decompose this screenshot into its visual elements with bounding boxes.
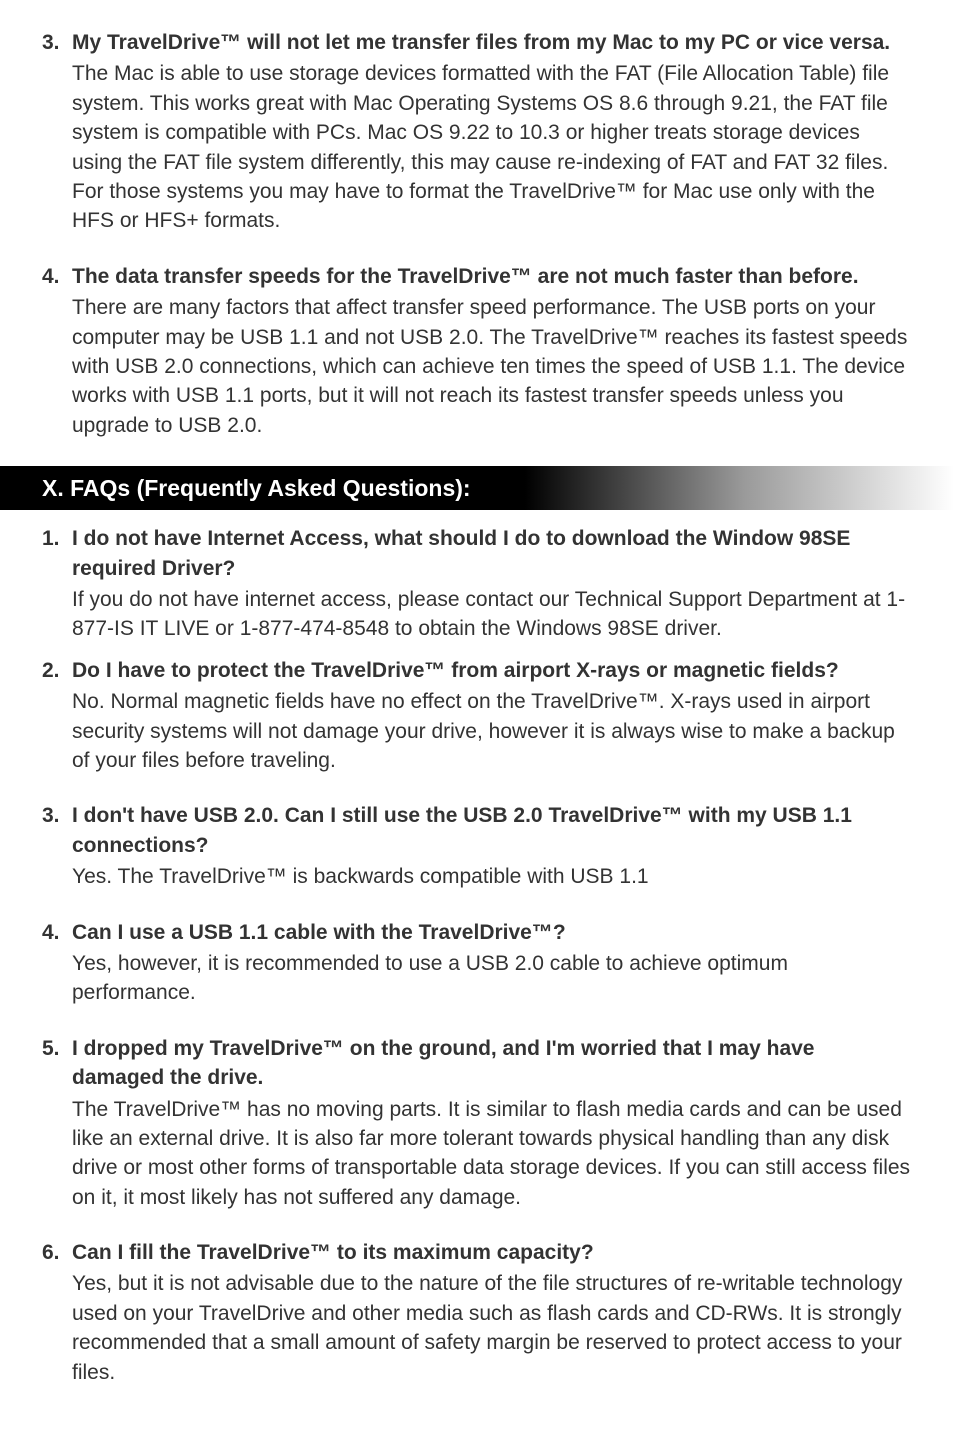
item-body: Yes. The TravelDrive™ is backwards compa… <box>72 862 912 891</box>
faq-item-1: 1. I do not have Internet Access, what s… <box>42 524 912 644</box>
item-body: The TravelDrive™ has no moving parts. It… <box>72 1095 912 1213</box>
item-title: My TravelDrive™ will not let me transfer… <box>72 28 890 57</box>
item-body: Yes, but it is not advisable due to the … <box>72 1269 912 1387</box>
item-body: The Mac is able to use storage devices f… <box>72 59 912 235</box>
item-number: 3. <box>42 801 72 830</box>
faq-item-6: 6. Can I fill the TravelDrive™ to its ma… <box>42 1238 912 1387</box>
item-title: The data transfer speeds for the TravelD… <box>72 262 859 291</box>
item-title: Can I use a USB 1.1 cable with the Trave… <box>72 918 566 947</box>
item-header: 1. I do not have Internet Access, what s… <box>42 524 912 583</box>
item-number: 6. <box>42 1238 72 1267</box>
item-number: 3. <box>42 28 72 57</box>
faq-item-5: 5. I dropped my TravelDrive™ on the grou… <box>42 1034 912 1212</box>
item-number: 5. <box>42 1034 72 1063</box>
item-header: 6. Can I fill the TravelDrive™ to its ma… <box>42 1238 912 1267</box>
faq-item-4: 4. Can I use a USB 1.1 cable with the Tr… <box>42 918 912 1008</box>
item-header: 4. The data transfer speeds for the Trav… <box>42 262 912 291</box>
item-header: 4. Can I use a USB 1.1 cable with the Tr… <box>42 918 912 947</box>
item-number: 1. <box>42 524 72 553</box>
section-header-faqs: X. FAQs (Frequently Asked Questions): <box>0 466 954 510</box>
item-body: No. Normal magnetic fields have no effec… <box>72 687 912 775</box>
item-header: 3. I don't have USB 2.0. Can I still use… <box>42 801 912 860</box>
item-number: 4. <box>42 262 72 291</box>
document-page: 3. My TravelDrive™ will not let me trans… <box>0 0 954 1429</box>
faq-item-3: 3. I don't have USB 2.0. Can I still use… <box>42 801 912 891</box>
item-header: 2. Do I have to protect the TravelDrive™… <box>42 656 912 685</box>
item-number: 2. <box>42 656 72 685</box>
troubleshoot-item-3: 3. My TravelDrive™ will not let me trans… <box>42 28 912 236</box>
faq-item-2: 2. Do I have to protect the TravelDrive™… <box>42 656 912 776</box>
item-title: Can I fill the TravelDrive™ to its maxim… <box>72 1238 594 1267</box>
item-title: Do I have to protect the TravelDrive™ fr… <box>72 656 839 685</box>
troubleshoot-item-4: 4. The data transfer speeds for the Trav… <box>42 262 912 440</box>
item-title: I dropped my TravelDrive™ on the ground,… <box>72 1034 912 1093</box>
item-number: 4. <box>42 918 72 947</box>
item-header: 3. My TravelDrive™ will not let me trans… <box>42 28 912 57</box>
item-title: I don't have USB 2.0. Can I still use th… <box>72 801 912 860</box>
item-title: I do not have Internet Access, what shou… <box>72 524 912 583</box>
item-body: If you do not have internet access, plea… <box>72 585 912 644</box>
item-body: Yes, however, it is recommended to use a… <box>72 949 912 1008</box>
item-body: There are many factors that affect trans… <box>72 293 912 440</box>
item-header: 5. I dropped my TravelDrive™ on the grou… <box>42 1034 912 1093</box>
